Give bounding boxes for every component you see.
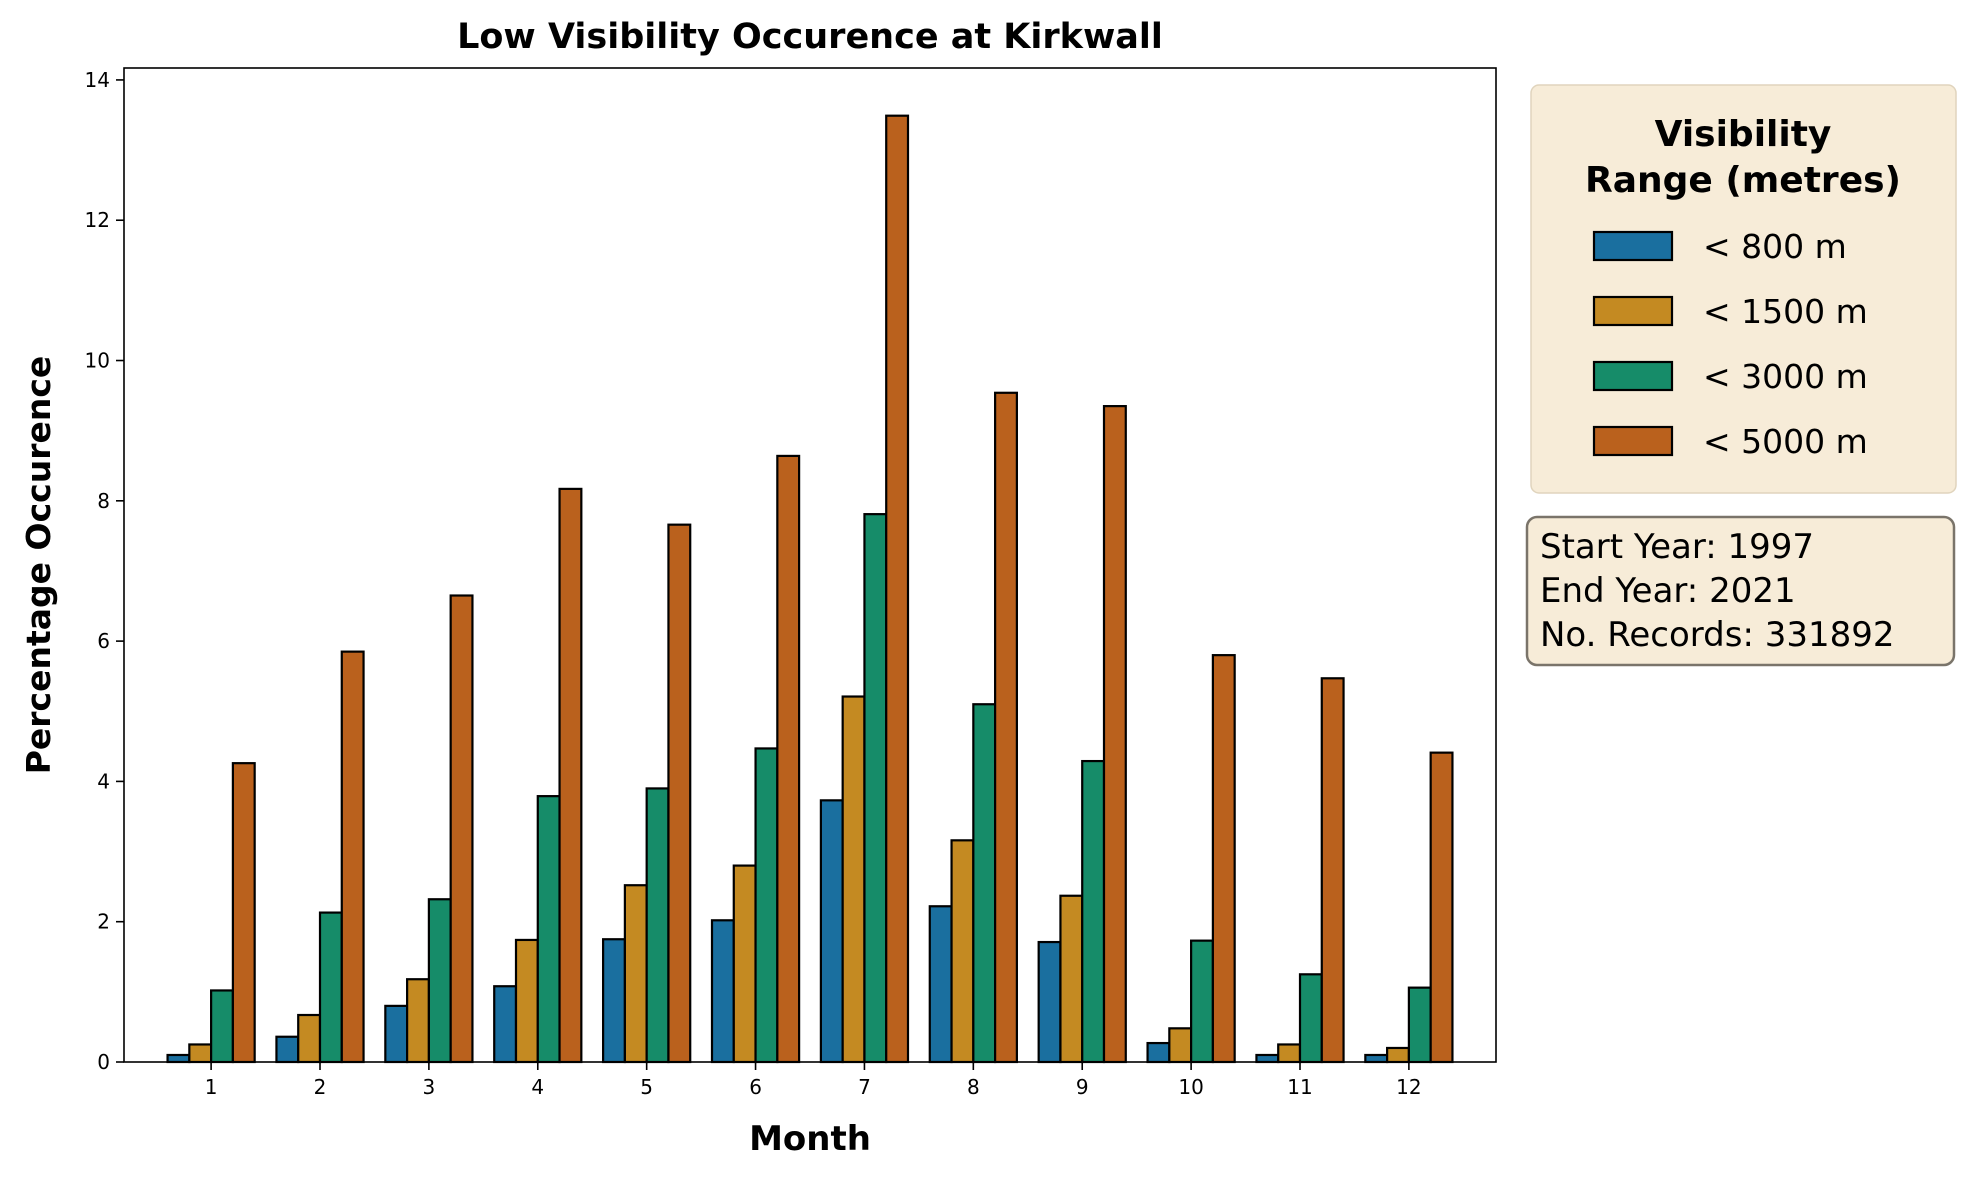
bar-month-4-series-0	[493, 985, 518, 1064]
info-records: No. Records: 331892	[1540, 615, 1895, 655]
bar-month-9-series-2	[1081, 759, 1106, 1064]
chart-title: Low Visibility Occurence at Kirkwall	[457, 17, 1163, 57]
bar-month-7-series-2	[863, 513, 888, 1064]
x-axis-label: Month	[749, 1119, 871, 1159]
y-tick-label: 6	[97, 629, 110, 653]
bar-month-7-series-3	[885, 114, 910, 1064]
legend-label-0: < 800 m	[1703, 227, 1847, 266]
bar-month-7-series-1	[841, 695, 866, 1064]
bar-month-4-series-2	[536, 795, 561, 1064]
y-tick-label: 10	[85, 349, 110, 373]
bar-month-2-series-0	[275, 1035, 300, 1064]
bar-month-11-series-2	[1298, 973, 1323, 1064]
bar-month-9-series-0	[1037, 940, 1062, 1064]
bar-month-4-series-3	[558, 487, 583, 1064]
bar-month-5-series-3	[667, 523, 692, 1064]
bar-month-2-series-3	[340, 650, 365, 1064]
bar-month-11-series-0	[1255, 1053, 1280, 1064]
x-tick-label: 2	[314, 1075, 327, 1099]
bar-month-6-series-3	[776, 454, 801, 1064]
bar-month-3-series-2	[427, 898, 452, 1064]
legend: Visibility Range (metres) < 800 m < 1500 …	[1530, 84, 1957, 494]
bar-month-9-series-1	[1059, 894, 1084, 1064]
bar-month-11-series-1	[1277, 1043, 1302, 1064]
legend-swatch-3	[1592, 425, 1674, 457]
x-tick-label: 6	[749, 1075, 762, 1099]
y-tick-label: 8	[97, 489, 110, 513]
x-tick-label: 7	[858, 1075, 871, 1099]
legend-title-line-1: Visibility	[1655, 114, 1832, 155]
y-tick-label: 12	[85, 208, 110, 232]
y-tick-label: 14	[85, 68, 110, 92]
bar-month-5-series-2	[645, 787, 670, 1064]
bar-month-8-series-1	[950, 839, 975, 1064]
bar-month-5-series-0	[602, 938, 626, 1064]
x-tick-label: 11	[1287, 1075, 1312, 1099]
bar-month-1-series-3	[231, 762, 256, 1064]
bar-month-8-series-0	[928, 905, 953, 1064]
info-start-year: Start Year: 1997	[1540, 527, 1814, 567]
bar-month-1-series-0	[166, 1053, 191, 1064]
y-tick-label: 2	[97, 910, 110, 934]
x-tick-label: 1	[205, 1075, 218, 1099]
legend-swatch-0	[1592, 230, 1674, 262]
bar-month-6-series-0	[710, 919, 735, 1064]
info-end-year: End Year: 2021	[1540, 571, 1796, 611]
bar-month-2-series-2	[318, 911, 343, 1064]
bar-month-2-series-1	[297, 1013, 322, 1064]
bar-month-10-series-1	[1168, 1027, 1193, 1064]
bar-month-8-series-2	[972, 703, 997, 1064]
bar-month-7-series-0	[819, 799, 844, 1064]
legend-swatch-2	[1592, 360, 1674, 392]
bar-month-6-series-2	[754, 747, 779, 1064]
bar-month-10-series-3	[1211, 654, 1236, 1064]
bar-month-10-series-2	[1190, 939, 1214, 1064]
bar-month-12-series-1	[1386, 1046, 1410, 1064]
info-box: Start Year: 1997 End Year: 2021 No. Reco…	[1525, 515, 1956, 667]
legend-label-3: < 5000 m	[1703, 422, 1868, 461]
y-tick-label: 4	[97, 769, 110, 793]
bar-month-3-series-0	[384, 1004, 409, 1064]
bar-month-12-series-2	[1407, 986, 1432, 1064]
x-tick-label: 3	[423, 1075, 436, 1099]
legend-swatch-1	[1592, 295, 1674, 327]
bar-month-11-series-3	[1320, 677, 1345, 1064]
bar-month-1-series-2	[210, 989, 234, 1064]
bar-month-4-series-1	[514, 938, 539, 1064]
x-tick-label: 4	[531, 1075, 544, 1099]
bar-month-3-series-3	[449, 594, 474, 1064]
bar-month-1-series-1	[188, 1043, 213, 1064]
bar-month-5-series-1	[623, 884, 648, 1064]
legend-title-line-2: Range (metres)	[1585, 160, 1901, 201]
legend-label-1: < 1500 m	[1703, 292, 1868, 331]
bar-month-3-series-1	[406, 978, 430, 1064]
x-tick-label: 10	[1178, 1075, 1203, 1099]
bar-month-12-series-3	[1429, 751, 1454, 1064]
plot-frame	[123, 67, 1497, 1063]
bar-month-10-series-0	[1146, 1041, 1171, 1064]
legend-label-2: < 3000 m	[1703, 357, 1868, 396]
x-tick-label: 9	[1076, 1075, 1089, 1099]
info-box-frame	[1525, 515, 1956, 667]
x-tick-label: 5	[640, 1075, 653, 1099]
x-tick-label: 8	[967, 1075, 980, 1099]
x-tick-label: 12	[1396, 1075, 1421, 1099]
bar-month-12-series-0	[1364, 1053, 1389, 1064]
bar-month-6-series-1	[732, 864, 757, 1064]
y-tick-label: 0	[97, 1050, 110, 1074]
y-axis-label: Percentage Occurence	[19, 356, 58, 775]
bar-month-8-series-3	[994, 391, 1018, 1064]
bar-month-9-series-3	[1102, 405, 1127, 1064]
